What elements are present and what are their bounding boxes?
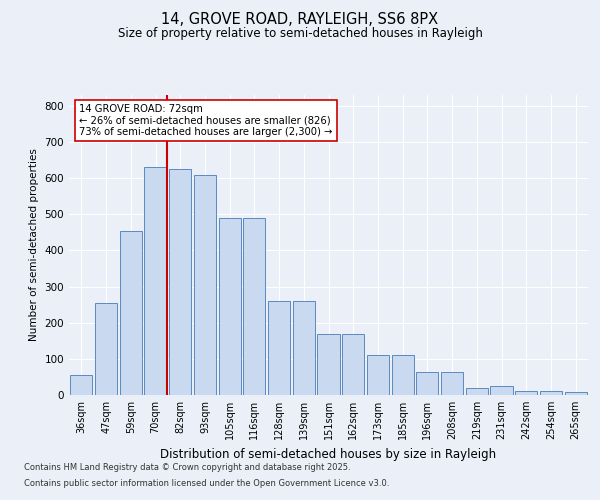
- Bar: [218, 218, 241, 395]
- Bar: [466, 388, 488, 395]
- Text: Contains public sector information licensed under the Open Government Licence v3: Contains public sector information licen…: [24, 478, 389, 488]
- Bar: [119, 230, 142, 395]
- Bar: [194, 174, 216, 395]
- Bar: [490, 386, 512, 395]
- Text: 14, GROVE ROAD, RAYLEIGH, SS6 8PX: 14, GROVE ROAD, RAYLEIGH, SS6 8PX: [161, 12, 439, 28]
- Bar: [145, 168, 167, 395]
- Y-axis label: Number of semi-detached properties: Number of semi-detached properties: [29, 148, 39, 342]
- Bar: [293, 301, 315, 395]
- Bar: [565, 392, 587, 395]
- Bar: [70, 375, 92, 395]
- Bar: [416, 372, 439, 395]
- Bar: [515, 392, 538, 395]
- Bar: [342, 334, 364, 395]
- Text: Contains HM Land Registry data © Crown copyright and database right 2025.: Contains HM Land Registry data © Crown c…: [24, 464, 350, 472]
- X-axis label: Distribution of semi-detached houses by size in Rayleigh: Distribution of semi-detached houses by …: [160, 448, 497, 460]
- Bar: [540, 392, 562, 395]
- Bar: [317, 334, 340, 395]
- Bar: [169, 169, 191, 395]
- Text: 14 GROVE ROAD: 72sqm
← 26% of semi-detached houses are smaller (826)
73% of semi: 14 GROVE ROAD: 72sqm ← 26% of semi-detac…: [79, 104, 333, 137]
- Bar: [441, 372, 463, 395]
- Bar: [95, 303, 117, 395]
- Text: Size of property relative to semi-detached houses in Rayleigh: Size of property relative to semi-detach…: [118, 28, 482, 40]
- Bar: [392, 355, 414, 395]
- Bar: [367, 355, 389, 395]
- Bar: [268, 301, 290, 395]
- Bar: [243, 218, 265, 395]
